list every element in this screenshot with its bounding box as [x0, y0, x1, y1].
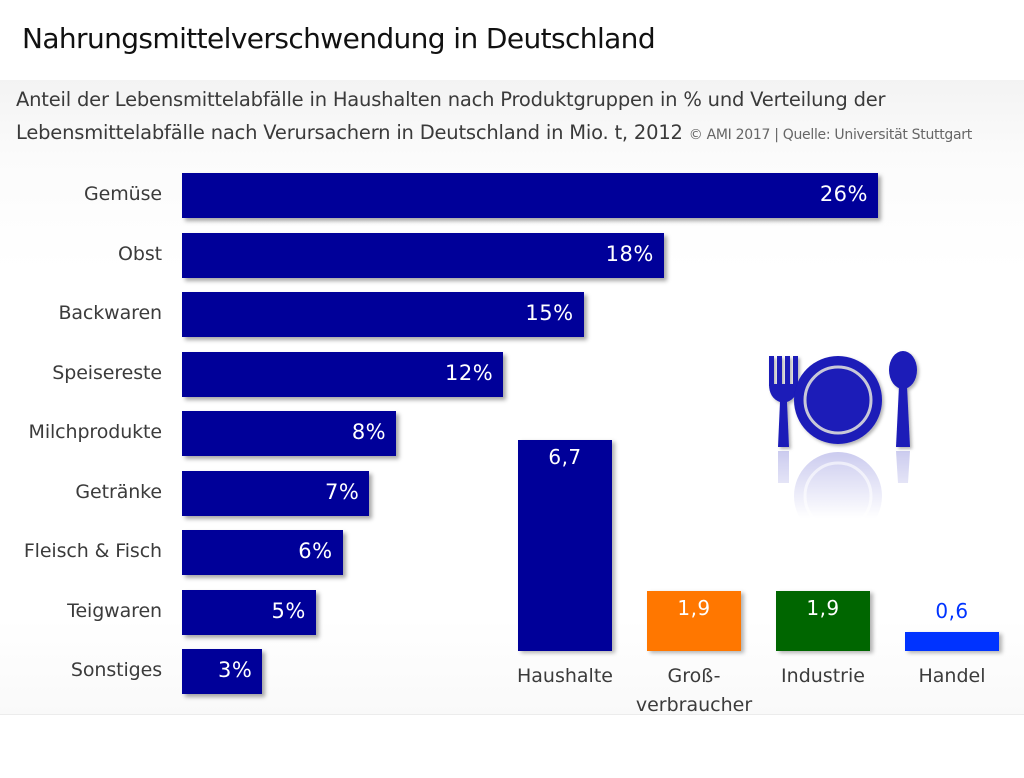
bar — [518, 440, 612, 651]
bar: 6% — [182, 530, 343, 575]
data-label: 3% — [217, 658, 253, 682]
bar: 8% — [182, 411, 397, 456]
data-label: 7% — [325, 479, 360, 504]
data-label: 6,7 — [548, 445, 582, 469]
chart-subtitle-line1: Anteil der Lebensmittelabfälle in Hausha… — [16, 88, 886, 111]
category-label: Teigwaren — [67, 599, 162, 622]
category-label: Speisereste — [52, 361, 162, 384]
data-label: 15% — [525, 301, 574, 325]
data-label: 6% — [298, 539, 333, 563]
bar: 5% — [182, 589, 316, 635]
category-label: Sonstiges — [70, 659, 162, 681]
category-label: Milchprodukte — [28, 421, 163, 443]
data-label: 5% — [271, 598, 306, 623]
data-label: 12% — [445, 360, 494, 385]
plate-cutlery-icon — [760, 351, 930, 518]
bar — [647, 591, 741, 651]
data-label: 0,6 — [935, 599, 969, 624]
category-label: Haushalte — [517, 665, 613, 687]
category-label: Obst — [118, 242, 162, 265]
data-label: 1,9 — [806, 596, 840, 621]
data-label: 8% — [351, 420, 387, 444]
data-label: 1,9 — [677, 596, 711, 621]
chart-title: Nahrungsmittelverschwendung in Deutschla… — [22, 22, 656, 55]
chart-subtitle-line2: Lebensmittelabfälle nach Verursachern in… — [16, 121, 972, 144]
category-label: Gemüse — [84, 183, 162, 205]
data-label: 26% — [819, 182, 868, 206]
bar: 26% — [182, 173, 878, 218]
source-note: © AMI 2017 | Quelle: Universität Stuttga… — [688, 127, 973, 143]
bar — [776, 591, 870, 651]
bar: 7% — [182, 470, 370, 516]
category-label: Backwaren — [58, 302, 162, 324]
bar: 15% — [182, 292, 584, 337]
category-label: Fleisch & Fisch — [23, 540, 162, 562]
data-label: 18% — [605, 241, 654, 266]
bar: 3% — [182, 649, 263, 694]
category-label: Industrie — [781, 665, 865, 687]
bar: 18% — [182, 232, 664, 278]
bar — [905, 632, 999, 651]
subtitle-line2-text: Lebensmittelabfälle nach Verursachern in… — [16, 121, 683, 144]
category-label: Getränke — [75, 480, 162, 503]
bar: 12% — [182, 351, 504, 397]
category-label: Groß- verbraucher — [635, 665, 753, 716]
category-label: Handel — [918, 665, 986, 687]
